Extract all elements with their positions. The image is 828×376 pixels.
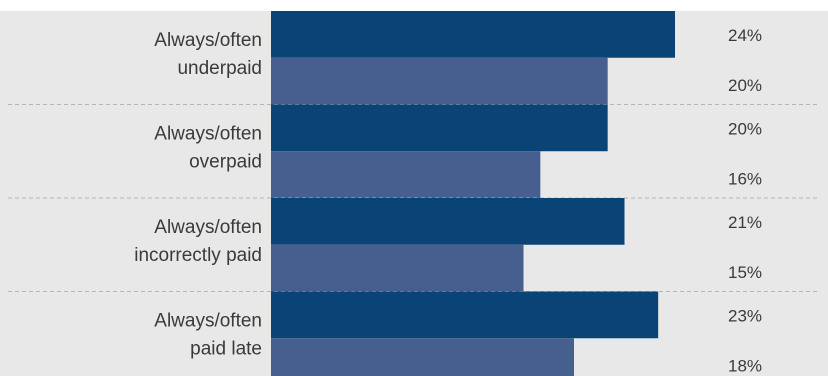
value-label: 23% xyxy=(728,307,762,326)
value-label: 20% xyxy=(728,120,762,139)
bar xyxy=(271,244,524,292)
category-label: overpaid xyxy=(189,152,262,173)
category-label: Always/often xyxy=(154,311,262,332)
category-label: Always/often xyxy=(154,30,262,51)
category-label: incorrectly paid xyxy=(134,245,262,266)
bar xyxy=(271,338,574,376)
category-label: Always/often xyxy=(154,124,262,145)
bar xyxy=(271,151,541,198)
bar xyxy=(271,57,608,105)
bar xyxy=(271,11,675,58)
value-label: 24% xyxy=(728,26,762,45)
value-label: 20% xyxy=(728,76,762,95)
bar xyxy=(271,104,608,152)
category-label: underpaid xyxy=(177,58,262,79)
category-label: Always/often xyxy=(154,217,262,238)
bar xyxy=(271,198,625,245)
value-label: 21% xyxy=(728,213,762,232)
category-label: paid late xyxy=(190,339,262,360)
bar xyxy=(271,291,659,339)
value-label: 16% xyxy=(728,169,762,188)
value-label: 18% xyxy=(728,356,762,375)
value-label: 15% xyxy=(728,263,762,282)
